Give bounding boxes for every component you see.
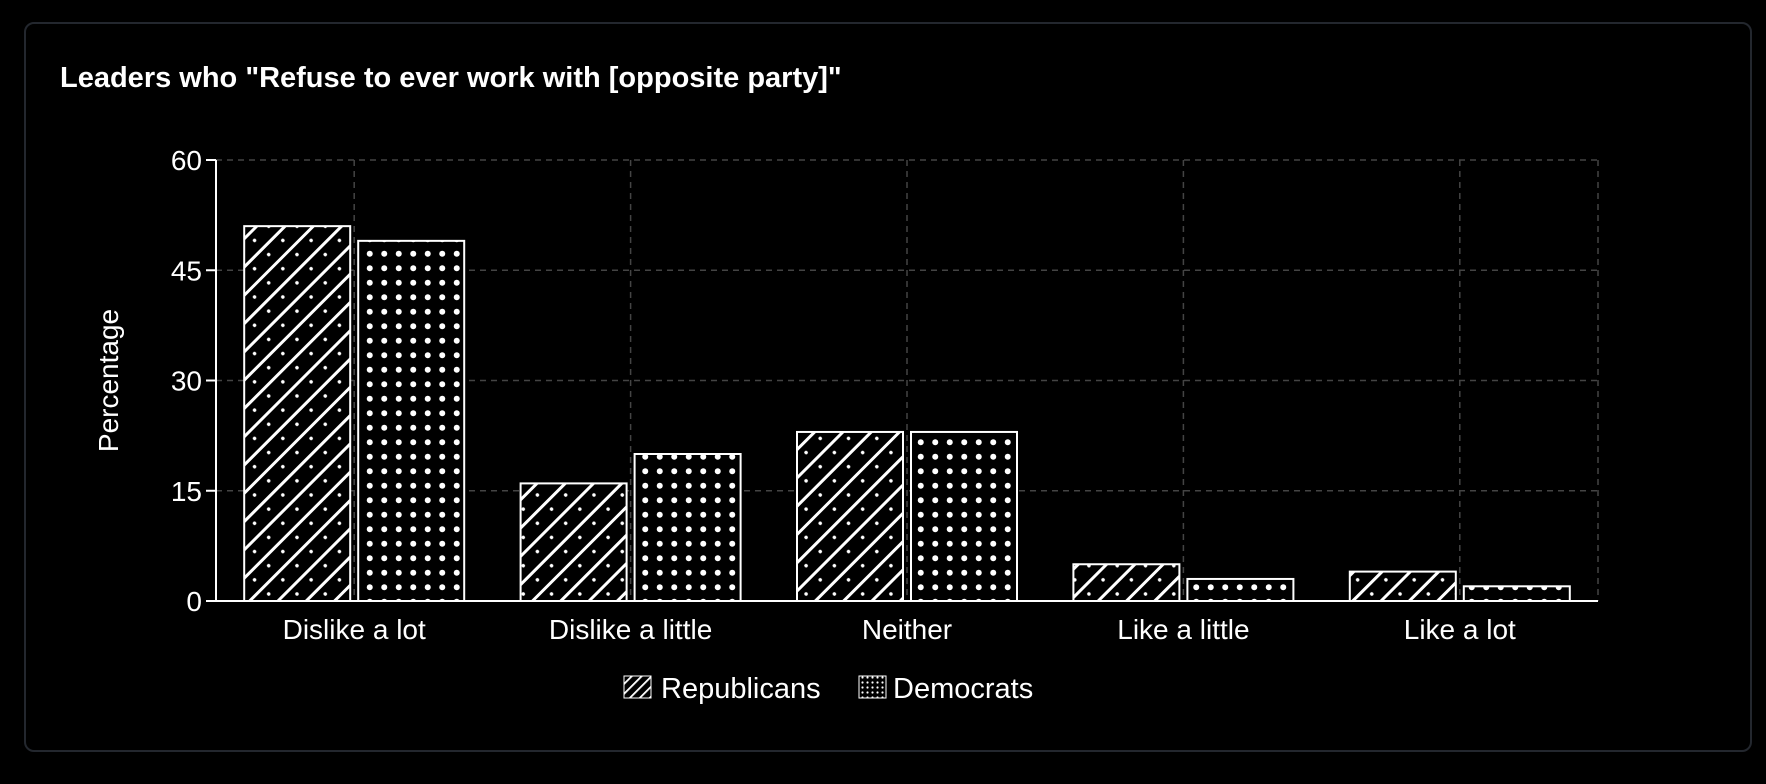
legend-label-democrats: Democrats [893,673,1033,705]
y-tick-label: 60 [171,145,202,176]
bar-democrats-dislike-a-little [633,453,742,602]
legend: Republicans Democrats [623,673,1033,705]
axes: 0 15 30 45 60 Dislike a lot Dislike a little Ne… [93,145,1598,645]
y-tick-label: 30 [171,366,202,397]
y-tick-label: 15 [171,476,202,507]
bars [243,225,1571,603]
bar-republicans-neither [796,430,904,603]
legend-label-republicans: Republicans [661,673,821,705]
y-tick-label: 0 [186,586,202,617]
legend-swatch-democrats [858,675,887,699]
y-axis-label: Percentage [93,309,124,452]
x-tick-label: Dislike a lot [283,614,426,645]
bar-democrats-dislike-a-lot [357,239,466,602]
bar-republicans-dislike-a-little [519,482,628,602]
x-tick-label: Like a little [1117,614,1249,645]
y-tick-label: 45 [171,255,202,286]
grid-lines [216,159,1599,601]
bar-democrats-like-a-little [1186,577,1295,603]
bar-democrats-neither [910,430,1018,603]
bar-republicans-like-a-little [1072,563,1181,602]
x-tick-label: Neither [862,614,952,645]
x-tick-label: Like a lot [1404,614,1516,645]
chart-title: Leaders who "Refuse to ever work with [o… [60,62,842,94]
bar-republicans-like-a-lot [1348,570,1457,602]
legend-swatch-republicans [623,675,652,699]
bar-republicans-dislike-a-lot [243,225,352,602]
bar-democrats-like-a-lot [1462,585,1571,602]
x-tick-label: Dislike a little [549,614,712,645]
